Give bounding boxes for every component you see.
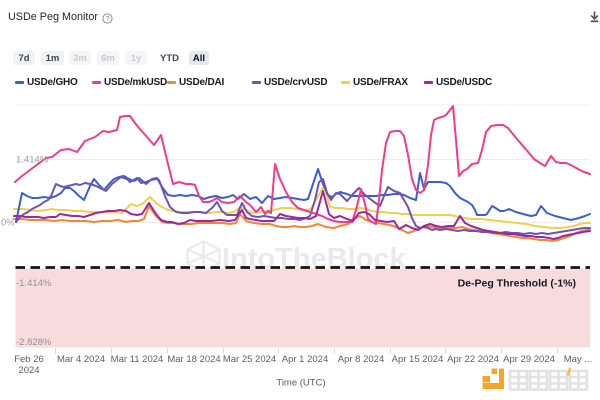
svg-text:De-Peg Threshold (-1%): De-Peg Threshold (-1%) xyxy=(458,278,576,290)
svg-text:May ...: May ... xyxy=(564,354,593,365)
svg-text:Apr 15 2024: Apr 15 2024 xyxy=(392,354,444,365)
svg-text:Apr 1 2024: Apr 1 2024 xyxy=(282,354,328,365)
svg-text:Mar 25 2024: Mar 25 2024 xyxy=(223,354,276,365)
svg-text:?: ? xyxy=(106,16,110,23)
svg-text:Mar 18 2024: Mar 18 2024 xyxy=(167,354,220,365)
svg-text:Apr 22 2024: Apr 22 2024 xyxy=(447,354,499,365)
svg-text:Apr 8 2024: Apr 8 2024 xyxy=(338,354,384,365)
svg-text:Time (UTC): Time (UTC) xyxy=(276,378,325,389)
svg-text:Apr 29 2024: Apr 29 2024 xyxy=(503,354,555,365)
svg-text:1.414%: 1.414% xyxy=(16,155,49,166)
svg-text:Mar 11 2024: Mar 11 2024 xyxy=(111,354,164,365)
svg-text:-1.414%: -1.414% xyxy=(16,278,52,289)
svg-text:Mar 4 2024: Mar 4 2024 xyxy=(57,354,105,365)
svg-text:-2.828%: -2.828% xyxy=(16,337,52,348)
svg-text:IntoTheBlock: IntoTheBlock xyxy=(222,243,407,275)
svg-text:2024: 2024 xyxy=(18,365,39,376)
svg-text:Feb 26: Feb 26 xyxy=(14,354,44,365)
svg-text:0%: 0% xyxy=(1,218,15,229)
